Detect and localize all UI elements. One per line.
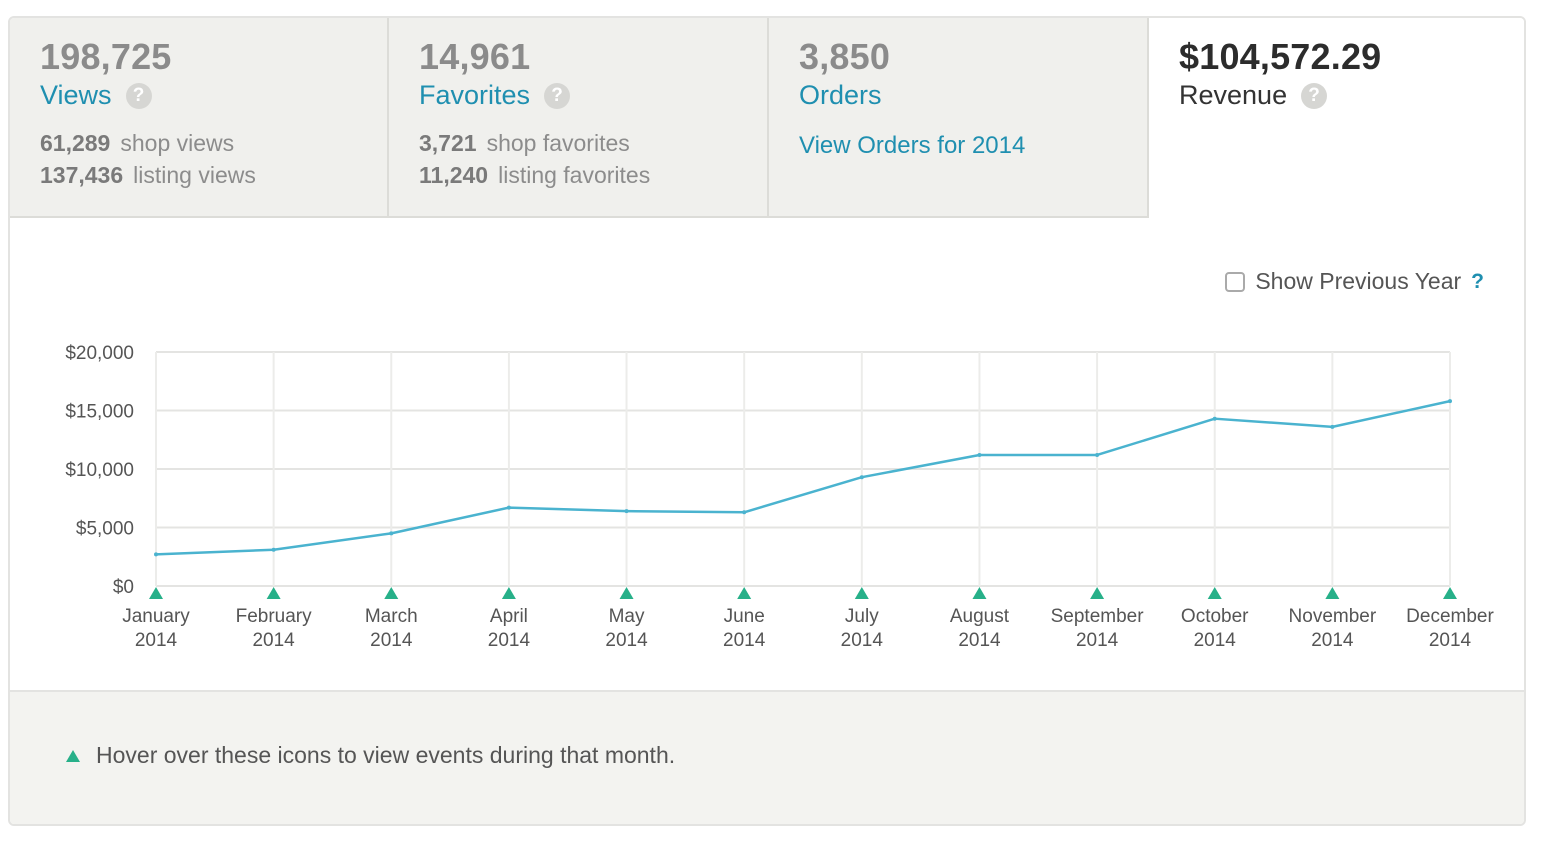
x-tick-label-month: October — [1181, 606, 1249, 627]
x-tick-label-month: July — [845, 606, 879, 627]
listing-views-text: listing views — [133, 162, 256, 188]
favorites-label: Favorites — [419, 80, 531, 110]
views-label-row: Views ? — [40, 80, 152, 111]
previous-year-help-icon[interactable]: ? — [1471, 269, 1484, 293]
tab-orders[interactable]: 3,850 Orders View Orders for 2014 — [769, 18, 1149, 218]
x-tick-label-month: December — [1406, 606, 1494, 627]
x-tick-label-month: September — [1051, 606, 1145, 627]
revenue-data-point — [506, 505, 511, 510]
revenue-data-point — [1095, 452, 1100, 457]
tab-revenue[interactable]: $104,572.29 Revenue ? — [1149, 18, 1524, 218]
revenue-label-row: Revenue ? — [1179, 80, 1328, 111]
event-marker-icon[interactable] — [619, 587, 634, 599]
event-marker-icon[interactable] — [1443, 587, 1457, 599]
event-hint-text: Hover over these icons to view events du… — [96, 742, 676, 768]
x-tick-label-year: 2014 — [723, 630, 766, 651]
orders-label-row: Orders — [799, 80, 882, 111]
x-tick-label-year: 2014 — [841, 630, 884, 651]
x-tick-label-year: 2014 — [252, 630, 295, 651]
stats-panel: 198,725 Views ? 61,289 shop views 137,436… — [8, 16, 1526, 826]
tab-favorites[interactable]: 14,961 Favorites ? 3,721 shop favorites 1… — [389, 18, 769, 218]
x-tick-label-month: November — [1289, 606, 1377, 627]
show-previous-year-control[interactable]: Show Previous Year ? — [1225, 268, 1484, 295]
revenue-data-point — [742, 510, 747, 515]
shop-favorites-text: shop favorites — [486, 130, 630, 156]
event-marker-icon[interactable] — [1207, 587, 1222, 599]
y-tick-label: $15,000 — [65, 402, 134, 423]
shop-favorites-value: 3,721 — [419, 130, 477, 156]
event-marker-icon[interactable] — [972, 587, 987, 599]
orders-label: Orders — [799, 80, 882, 110]
revenue-data-point — [1330, 424, 1335, 429]
views-label: Views — [40, 80, 112, 110]
tab-views[interactable]: 198,725 Views ? 61,289 shop views 137,436… — [10, 18, 389, 218]
x-tick-label-year: 2014 — [135, 630, 178, 651]
listing-favorites-value: 11,240 — [419, 162, 489, 188]
listing-favorites-text: listing favorites — [498, 162, 651, 188]
x-tick-label-month: January — [122, 606, 190, 627]
shop-views-line: 61,289 shop views — [40, 130, 234, 157]
x-tick-label-month: February — [236, 606, 313, 627]
x-tick-label-year: 2014 — [1194, 630, 1237, 651]
revenue-data-point — [154, 552, 158, 557]
x-tick-label-year: 2014 — [958, 630, 1001, 651]
revenue-data-point — [859, 475, 864, 480]
x-tick-label-year: 2014 — [1429, 630, 1472, 651]
shop-favorites-line: 3,721 shop favorites — [419, 130, 630, 157]
x-tick-label-year: 2014 — [488, 630, 531, 651]
listing-favorites-line: 11,240 listing favorites — [419, 162, 650, 189]
x-tick-label-month: March — [365, 606, 418, 627]
previous-year-label: Show Previous Year — [1255, 268, 1462, 294]
listing-views-line: 137,436 listing views — [40, 162, 256, 189]
event-marker-icon[interactable] — [384, 587, 399, 599]
y-tick-label: $20,000 — [65, 343, 134, 364]
revenue-chart: $0 $5,000 $10,000 $15,000 $20,000 January 2014… — [65, 343, 1494, 651]
y-tick-label: $5,000 — [76, 519, 134, 540]
x-tick-label-month: August — [950, 606, 1010, 627]
orders-count: 3,850 — [799, 36, 891, 77]
x-tick-label-month: June — [724, 606, 765, 627]
revenue-data-point — [1212, 416, 1217, 421]
event-marker-icon[interactable] — [1325, 587, 1340, 599]
shop-views-text: shop views — [120, 130, 235, 156]
revenue-label: Revenue — [1179, 80, 1288, 110]
favorites-label-row: Favorites ? — [419, 80, 571, 111]
event-marker-icon[interactable] — [737, 587, 752, 599]
revenue-help-icon[interactable]: ? — [1301, 82, 1328, 109]
views-help-icon[interactable]: ? — [125, 82, 152, 109]
x-tick-label-year: 2014 — [1311, 630, 1354, 651]
revenue-data-point — [389, 531, 394, 536]
shop-views-value: 61,289 — [40, 130, 111, 156]
event-marker-icon[interactable] — [266, 587, 281, 599]
revenue-data-point — [624, 509, 629, 514]
x-tick-label-month: May — [609, 606, 645, 627]
stats-tabs: 198,725 Views ? 61,289 shop views 137,436… — [10, 18, 1524, 218]
revenue-amount: $104,572.29 — [1179, 36, 1382, 77]
x-tick-label-year: 2014 — [1076, 630, 1119, 651]
event-marker-icon[interactable] — [854, 587, 869, 599]
revenue-data-point — [271, 547, 276, 552]
views-count: 198,725 — [40, 36, 172, 77]
chart-footer: Hover over these icons to view events du… — [10, 690, 1524, 824]
event-marker-icon[interactable] — [501, 587, 516, 599]
x-tick-label-year: 2014 — [370, 630, 413, 651]
event-hint: Hover over these icons to view events du… — [66, 742, 675, 769]
x-tick-label-month: April — [490, 606, 528, 627]
y-tick-label: $0 — [113, 577, 134, 598]
previous-year-checkbox[interactable] — [1225, 271, 1246, 292]
event-marker-icon[interactable] — [149, 587, 163, 599]
view-orders-link[interactable]: View Orders for 2014 — [799, 132, 1026, 159]
favorites-count: 14,961 — [419, 36, 531, 77]
event-marker-icon[interactable] — [1090, 587, 1105, 599]
favorites-help-icon[interactable]: ? — [544, 82, 571, 109]
listing-views-value: 137,436 — [40, 162, 124, 188]
revenue-data-point — [1448, 399, 1452, 404]
revenue-data-point — [977, 452, 982, 457]
y-tick-label: $10,000 — [65, 460, 134, 481]
x-tick-label-year: 2014 — [605, 630, 648, 651]
event-marker-icon — [66, 749, 80, 762]
revenue-series-line — [155, 399, 1451, 556]
